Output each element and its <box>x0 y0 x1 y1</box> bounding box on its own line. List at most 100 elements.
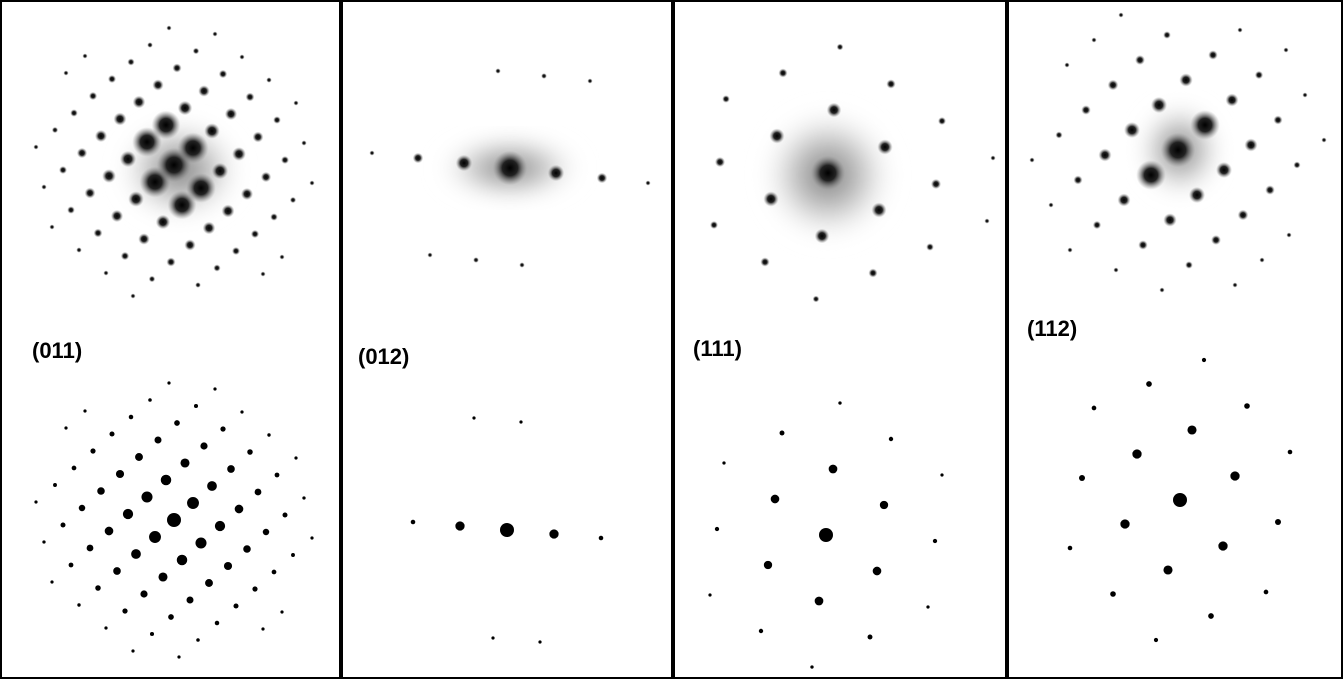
diffraction-spot <box>1190 110 1220 140</box>
diffraction-spot <box>212 163 228 179</box>
simulated-spot <box>1208 613 1214 619</box>
simulated-spot <box>302 496 305 499</box>
diffraction-spot <box>95 130 107 142</box>
diffraction-spot <box>722 95 730 103</box>
diffraction-spot <box>1302 92 1307 97</box>
diffraction-spot <box>877 139 892 154</box>
simulated-spot <box>873 567 882 576</box>
diffraction-spot <box>1255 71 1263 79</box>
diffraction-spot <box>1211 235 1221 245</box>
diffraction-spot <box>253 132 264 143</box>
simulated-spot <box>1068 546 1073 551</box>
diffraction-spot <box>120 151 136 167</box>
diffraction-spot <box>1216 162 1232 178</box>
diffraction-spot <box>548 165 564 181</box>
simulated-spot <box>722 461 725 464</box>
simulated-spot <box>174 420 180 426</box>
diffraction-spot <box>85 188 96 199</box>
simulated-spot <box>267 433 270 436</box>
simulated-spot <box>1132 449 1141 458</box>
simulated-spot <box>815 597 824 606</box>
simulated-spot <box>141 491 152 502</box>
simulated-spot <box>105 527 114 536</box>
diffraction-spot <box>926 243 934 251</box>
diffraction-spot <box>1185 261 1193 269</box>
panel-label: (011) <box>32 338 82 363</box>
simulated-spot <box>926 605 929 608</box>
simulated-spot <box>194 404 198 408</box>
diffraction-spot <box>990 155 995 160</box>
simulated-spot <box>780 431 785 436</box>
diffraction-spot <box>138 233 150 245</box>
diffraction-spot <box>41 184 46 189</box>
diffraction-spot <box>76 247 81 252</box>
diffraction-spot <box>1113 267 1118 272</box>
figure: (011) (012) (111) (112) <box>0 0 1343 679</box>
panel-label: (112) <box>1027 316 1077 341</box>
diffraction-spot <box>1159 287 1164 292</box>
diffraction-spot <box>212 31 217 36</box>
diffraction-spot <box>1273 115 1282 124</box>
simulated-spot <box>933 539 937 543</box>
diffraction-spot <box>309 180 314 185</box>
diffraction-spot <box>290 197 296 203</box>
simulated-spot <box>220 426 225 431</box>
diffraction-spot <box>260 271 265 276</box>
simulated-spot <box>87 545 94 552</box>
diffraction-spot <box>1118 12 1123 17</box>
simulated-spot <box>1275 519 1281 525</box>
diffraction-spot <box>1151 97 1167 113</box>
diffraction-spot <box>931 179 941 189</box>
diffraction-spot <box>1136 160 1166 190</box>
simulated-spot <box>150 632 154 636</box>
diffraction-spot <box>63 70 68 75</box>
diffraction-spot <box>241 188 253 200</box>
diffraction-spot <box>130 293 135 298</box>
simulated-spot <box>838 401 841 404</box>
diffraction-spot <box>198 85 210 97</box>
diffraction-spot <box>886 79 895 88</box>
diffraction-spot <box>67 206 75 214</box>
simulated-spot <box>261 627 264 630</box>
simulated-spot <box>491 636 494 639</box>
diffraction-spot <box>251 230 259 238</box>
diffraction-spot <box>1055 131 1062 138</box>
simulated-spot <box>61 523 66 528</box>
diffraction-spot <box>827 103 842 118</box>
simulated-spot <box>34 500 37 503</box>
diffraction-spot <box>1293 161 1300 168</box>
simulated-spot <box>940 473 943 476</box>
diffraction-spot <box>473 257 479 263</box>
simulated-spot <box>472 416 475 419</box>
diffraction-spot <box>261 172 271 182</box>
diffraction-spot <box>152 111 181 140</box>
simulated-spot <box>207 481 217 491</box>
diffraction-spot <box>266 77 271 82</box>
simulated-spot <box>177 555 188 566</box>
diffraction-spot <box>645 180 650 185</box>
simulated-spot <box>77 603 80 606</box>
simulated-spot <box>180 458 189 467</box>
simulated-spot <box>1092 406 1097 411</box>
simulated-spot <box>177 655 180 658</box>
simulated-spot <box>42 540 45 543</box>
simulated-spot <box>131 649 134 652</box>
simulated-spot <box>64 426 67 429</box>
diffraction-spot <box>413 153 423 163</box>
diffraction-spot <box>273 116 281 124</box>
diffraction-spot <box>102 169 116 183</box>
diffraction-spot <box>114 113 127 126</box>
diffraction-spot <box>225 108 237 120</box>
simulated-spot <box>275 473 280 478</box>
diffraction-spot <box>1073 175 1082 184</box>
simulated-spot <box>247 449 253 455</box>
panel-label: (111) <box>693 336 742 361</box>
simulated-spot <box>1110 591 1116 597</box>
diffraction-spot <box>33 144 38 149</box>
diffraction-spot <box>1093 221 1101 229</box>
diffraction-spot <box>77 148 87 158</box>
diffraction-spot <box>281 156 289 164</box>
diffraction-spot <box>203 222 216 235</box>
diffraction-spot <box>186 173 216 203</box>
diffraction-spot <box>111 210 123 222</box>
